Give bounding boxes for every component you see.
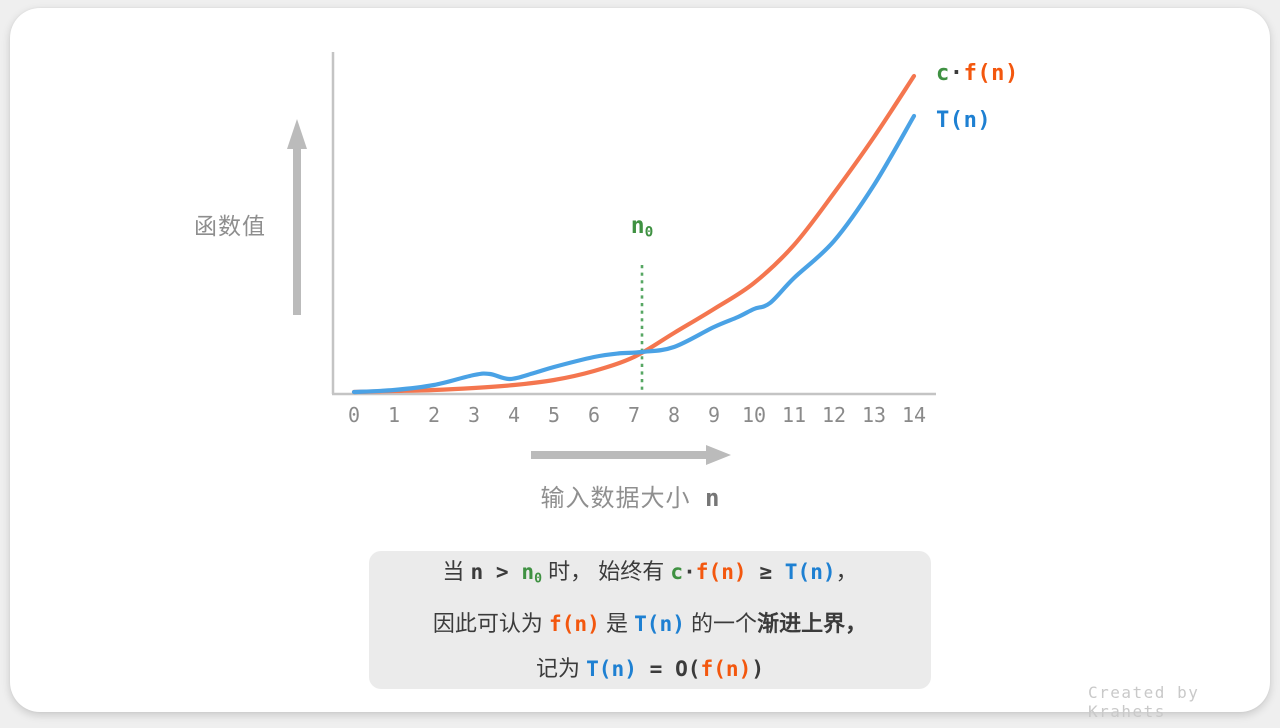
text-segment: T(n) [634,611,685,637]
x-axis-label-var: n [705,484,720,512]
text-segment: T(n) [586,656,637,682]
explanation-box: 当 n > n0 时， 始终有 c·f(n) ≥ T(n)， 因此可认为 f(n… [369,551,931,689]
y-axis-label: 函数值 [194,213,266,239]
text-segment: · [683,558,696,584]
x-tick-label: 8 [667,403,681,427]
x-tick-label: 13 [861,403,887,427]
text-segment: · [949,61,964,86]
text-segment: 因此可认为 [432,611,550,637]
x-tick-label: 14 [901,403,927,427]
legend-tn: T(n) [936,107,991,133]
x-tick-label: 12 [821,403,847,427]
text-segment: 的一个 [684,611,758,637]
text-segment: f(n) [549,611,600,637]
x-tick-label: 6 [587,403,601,427]
x-tick-label: 7 [627,403,641,427]
curve-cfn [351,73,917,395]
credit-text: Created by Krahets [1088,683,1200,721]
legend-cfn: c·f(n) [936,60,1019,86]
text-segment: ) [751,656,765,682]
text-segment: n [521,558,535,584]
text-segment: f(n) [695,558,747,584]
text-segment: c [670,558,684,584]
x-tick-label: 4 [507,403,521,427]
text-segment: 当 [442,558,471,584]
y-arrow-head-icon [287,119,307,149]
text-segment: ， [845,611,868,637]
x-axis-ticks: 0 1 2 3 4 5 6 7 8 9 10 11 12 13 14 [334,403,934,427]
explanation-line-1: 当 n > n0 时， 始终有 c·f(n) ≥ T(n)， [369,549,931,601]
text-segment: T(n) [784,558,836,584]
x-tick-label: 10 [741,403,767,427]
text-segment: 是 [599,611,635,637]
text-segment: T(n) [936,108,992,133]
text-segment: f(n) [700,656,752,682]
figure-card: 函数值 0 1 2 3 4 5 6 7 8 9 10 11 12 13 14 n0 c·f(n) T(n) … [10,8,1270,721]
text-segment: > [483,558,522,584]
text-segment: 记为 [535,656,587,682]
x-tick-label: 5 [547,403,561,427]
x-tick-label: 2 [427,403,441,427]
text-segment: O( [675,656,701,682]
x-tick-label: 11 [781,403,807,427]
text-segment: n [470,558,484,584]
text-segment: 0 [534,571,543,587]
text-segment: = [636,656,676,682]
x-tick-label: 1 [387,403,401,427]
text-segment: 0 [644,224,654,241]
text-segment: f(n) [963,61,1019,86]
x-axis-label-text: 输入数据大小 [540,485,691,512]
x-tick-label: 3 [467,403,481,427]
x-axis-label: 输入数据大小 n [450,478,810,513]
chart-canvas [287,52,936,465]
explanation-line-3: 记为 T(n) = O(f(n)) [369,646,931,691]
curve-tn [351,113,917,395]
text-segment: ≥ [746,558,785,584]
text-segment: 时， 始终有 [542,558,671,584]
n0-annotation-label: n0 [602,211,682,241]
x-tick-label: 0 [347,403,361,427]
text-segment: n [630,213,645,239]
text-segment: 渐进上界 [757,611,846,637]
text-segment: ， [835,558,858,584]
explanation-line-2: 因此可认为 f(n) 是 T(n) 的一个渐进上界， [369,601,931,646]
x-arrow-head-icon [706,445,731,465]
text-segment: c [936,61,950,86]
x-tick-label: 9 [707,403,721,427]
